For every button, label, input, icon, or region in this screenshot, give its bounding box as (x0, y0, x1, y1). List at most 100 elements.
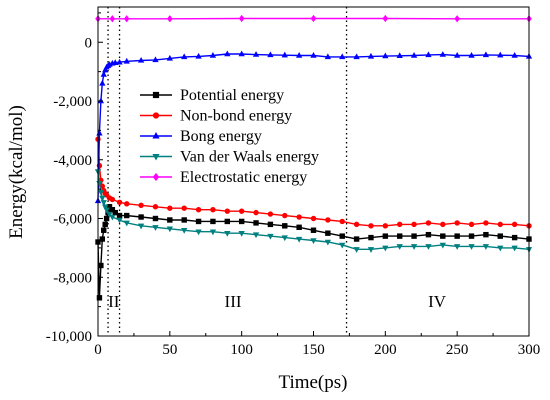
data-point-electrostatic (454, 15, 460, 23)
data-point-potential (124, 212, 130, 219)
legend-marker (152, 91, 160, 99)
data-point-van-der-waals (152, 225, 159, 231)
data-point-potential (101, 227, 107, 233)
series-line-bong (97, 53, 530, 201)
y-axis-title: Energy(kcal/mol) (6, 105, 27, 239)
y-tick-label: 0 (85, 35, 93, 51)
data-point-electrostatic (382, 14, 389, 23)
data-point-non-bond (116, 199, 123, 206)
data-point-non-bond (411, 221, 417, 228)
data-point-non-bond (325, 217, 331, 223)
series-bong (94, 50, 533, 204)
data-point-bong (511, 51, 518, 58)
data-point-bong (238, 50, 245, 57)
data-point-van-der-waals (106, 211, 113, 218)
region-labels: II III IV (108, 292, 447, 311)
data-point-potential (224, 218, 230, 225)
data-point-bong (468, 51, 475, 58)
data-point-bong (209, 51, 217, 58)
legend-marker (152, 153, 160, 161)
series-layer (94, 14, 533, 301)
data-point-bong (295, 51, 303, 58)
legend-item-van-der-waals: Van der Waals energy (140, 149, 319, 166)
data-point-bong (166, 54, 173, 61)
data-point-van-der-waals (396, 244, 403, 250)
data-point-bong (137, 56, 145, 63)
data-point-van-der-waals (324, 239, 332, 246)
data-point-electrostatic (310, 14, 317, 23)
data-point-potential (116, 212, 123, 219)
x-tick-label: 50 (162, 342, 177, 358)
data-point-non-bond (238, 208, 245, 214)
data-point-van-der-waals (267, 233, 274, 240)
data-point-van-der-waals (109, 214, 116, 221)
data-point-non-bond (167, 205, 173, 211)
data-point-potential (468, 233, 475, 239)
data-point-non-bond (339, 218, 345, 225)
data-point-van-der-waals (181, 228, 188, 234)
series-non-bond (95, 136, 532, 229)
data-point-bong (439, 51, 446, 57)
legend: Potential energy Non-bond energy Bong ener… (140, 87, 319, 186)
data-point-potential (296, 224, 302, 231)
legend-marker (152, 112, 160, 119)
legend-marker (152, 172, 160, 182)
data-point-non-bond (382, 223, 389, 229)
data-point-potential (96, 295, 103, 301)
data-point-potential (238, 218, 245, 225)
data-point-bong (410, 51, 418, 58)
legend-label: Non-bond energy (180, 108, 292, 125)
region-label: II (108, 292, 120, 311)
data-point-potential (102, 221, 108, 228)
y-tick-label: -2,000 (53, 94, 92, 110)
data-point-electrostatic (238, 14, 245, 23)
data-point-potential (99, 236, 106, 242)
data-point-potential (497, 233, 503, 239)
x-tick-label: 0 (94, 342, 102, 358)
x-tick-label: 250 (446, 342, 469, 358)
data-point-potential (267, 221, 274, 228)
legend-marker (152, 132, 160, 139)
data-point-bong (112, 59, 119, 66)
legend-item-potential: Potential energy (140, 87, 284, 104)
x-tick-label: 100 (230, 342, 253, 358)
data-point-non-bond (497, 221, 503, 228)
data-point-van-der-waals (238, 230, 245, 237)
data-point-van-der-waals (166, 226, 173, 233)
data-point-potential (454, 233, 460, 239)
data-point-bong (224, 50, 231, 57)
data-point-non-bond (138, 202, 144, 208)
region-label: III (225, 292, 242, 311)
data-point-potential (339, 233, 345, 239)
data-point-van-der-waals (99, 195, 106, 202)
series-electrostatic (95, 14, 532, 23)
data-point-bong (252, 51, 260, 57)
data-point-bong (367, 52, 375, 59)
data-point-bong (497, 51, 504, 58)
data-point-van-der-waals (482, 244, 490, 250)
y-tick-label: -8,000 (53, 270, 92, 286)
data-point-van-der-waals (252, 232, 260, 239)
data-point-van-der-waals (103, 207, 110, 214)
data-point-bong (102, 66, 109, 73)
data-point-bong (353, 53, 360, 60)
data-point-bong (100, 71, 107, 77)
data-point-bong (99, 79, 106, 86)
legend-item-electrostatic: Electrostatic energy (140, 169, 307, 186)
data-point-van-der-waals (137, 223, 145, 230)
data-point-non-bond (195, 206, 202, 213)
data-point-non-bond (253, 209, 259, 216)
data-point-potential (181, 217, 187, 223)
data-point-potential (440, 233, 446, 239)
data-point-potential (210, 218, 216, 225)
legend-label: Van der Waals energy (180, 149, 319, 166)
data-point-non-bond (397, 221, 403, 228)
data-point-potential (98, 262, 104, 269)
data-point-bong (281, 51, 288, 58)
data-point-van-der-waals (511, 245, 518, 252)
data-point-bong (267, 51, 274, 58)
data-point-non-bond (124, 201, 130, 207)
data-point-van-der-waals (339, 242, 346, 249)
data-point-potential (103, 215, 110, 222)
data-point-non-bond (224, 208, 231, 214)
